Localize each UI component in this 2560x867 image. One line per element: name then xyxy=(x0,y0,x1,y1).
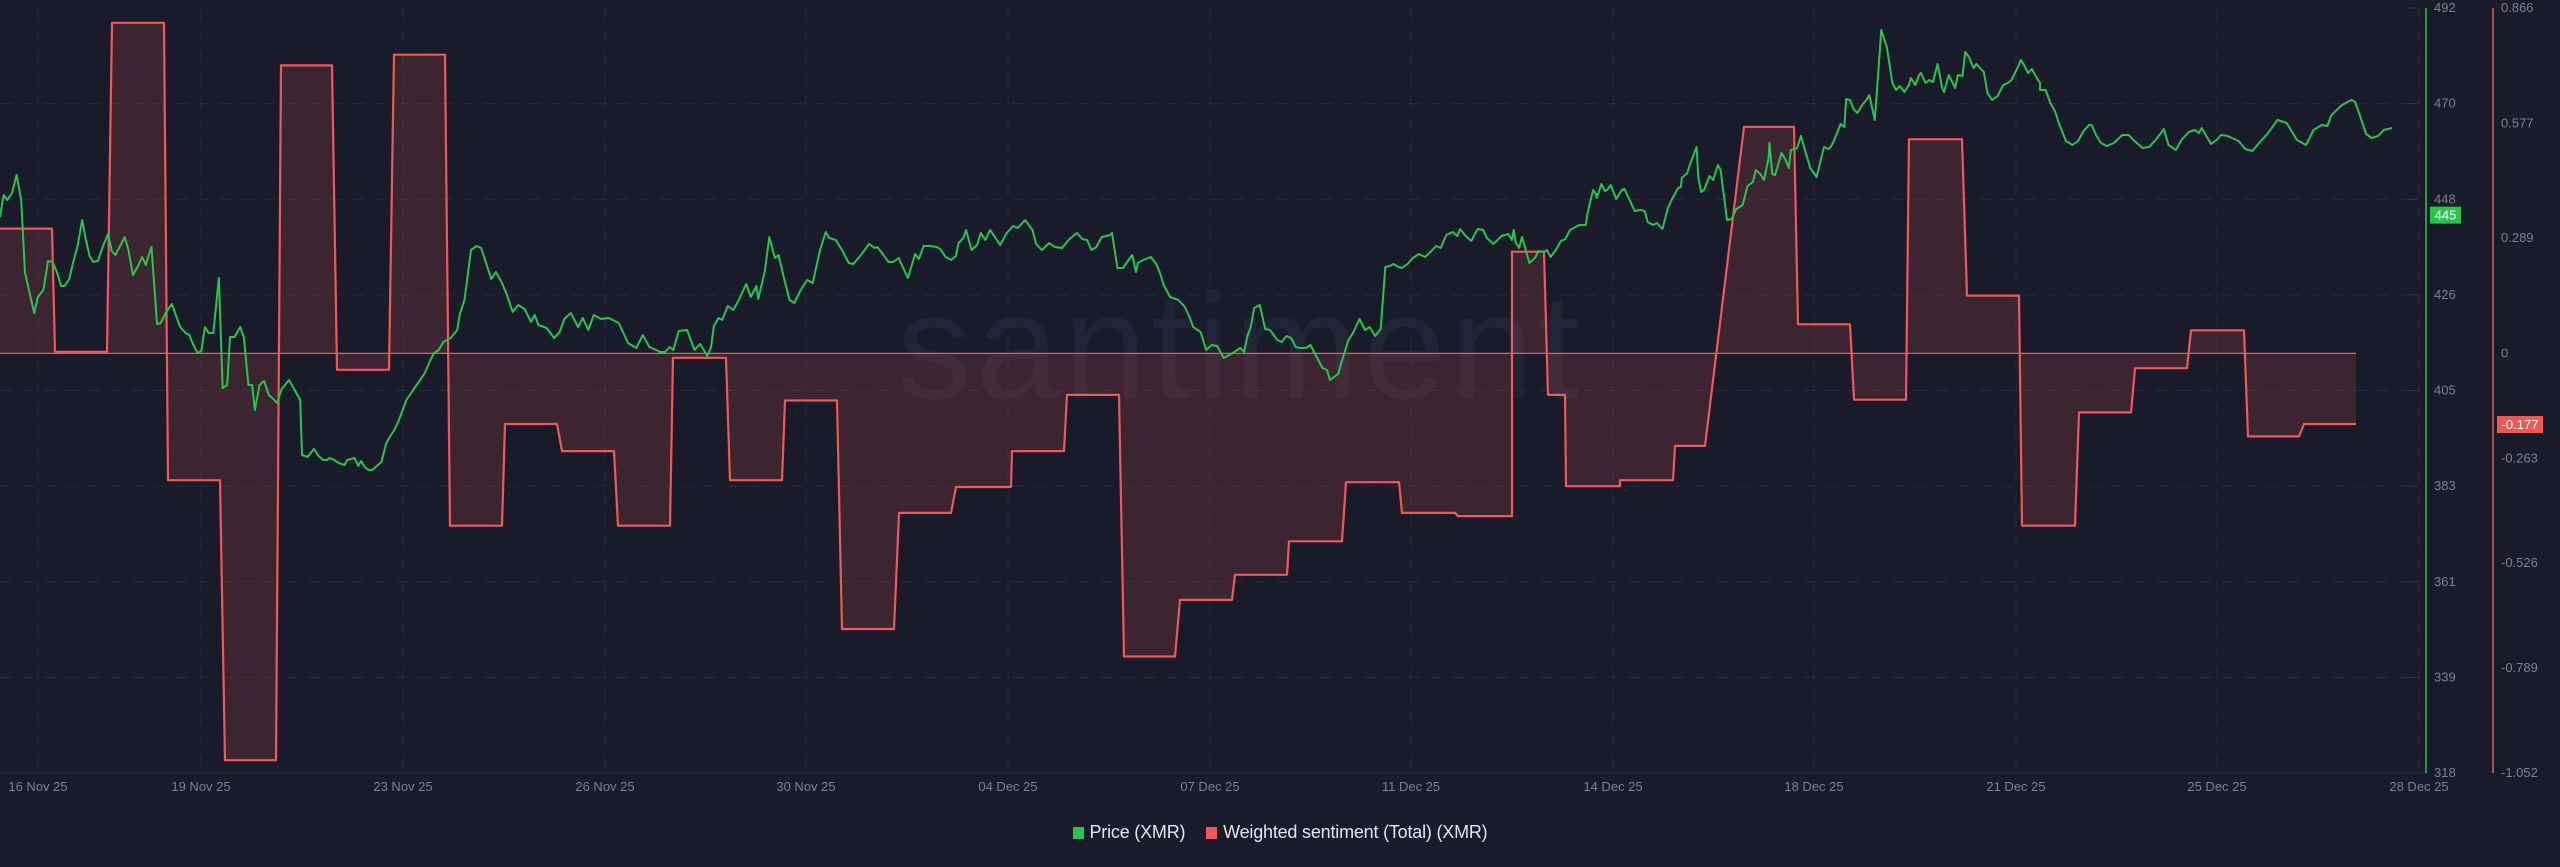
svg-text:361: 361 xyxy=(2434,574,2456,589)
svg-text:30 Nov 25: 30 Nov 25 xyxy=(776,779,835,794)
svg-text:426: 426 xyxy=(2434,287,2456,302)
legend-item-price[interactable]: Price (XMR) xyxy=(1072,822,1186,843)
svg-text:339: 339 xyxy=(2434,669,2456,684)
legend: Price (XMR) Weighted sentiment (Total) (… xyxy=(0,822,2560,844)
legend-item-sentiment[interactable]: Weighted sentiment (Total) (XMR) xyxy=(1206,822,1488,843)
watermark-logo: santiment xyxy=(897,262,1583,430)
svg-text:405: 405 xyxy=(2434,383,2456,398)
svg-text:04 Dec 25: 04 Dec 25 xyxy=(978,779,1037,794)
svg-text:445: 445 xyxy=(2435,208,2457,223)
svg-text:-0.789: -0.789 xyxy=(2501,660,2538,675)
svg-text:448: 448 xyxy=(2434,191,2456,206)
gridlines xyxy=(0,7,2420,774)
svg-text:-0.263: -0.263 xyxy=(2501,450,2538,465)
green-square-icon xyxy=(1072,826,1084,839)
svg-text:18 Dec 25: 18 Dec 25 xyxy=(1784,779,1843,794)
svg-text:470: 470 xyxy=(2434,96,2456,111)
price-series[interactable] xyxy=(0,29,2393,471)
legend-label-sentiment: Weighted sentiment (Total) (XMR) xyxy=(1223,822,1488,842)
svg-text:21 Dec 25: 21 Dec 25 xyxy=(1986,779,2045,794)
svg-text:0.866: 0.866 xyxy=(2501,0,2534,15)
svg-text:318: 318 xyxy=(2434,765,2456,780)
svg-text:16 Nov 25: 16 Nov 25 xyxy=(8,779,67,794)
svg-text:-0.526: -0.526 xyxy=(2501,555,2538,570)
svg-text:19 Nov 25: 19 Nov 25 xyxy=(171,779,230,794)
sentiment-axis: 0.866 0.577 0.289 0 -0.263 -0.526 -0.789 -1.052… xyxy=(2492,0,2543,780)
svg-text:-1.052: -1.052 xyxy=(2501,765,2538,780)
svg-text:0.577: 0.577 xyxy=(2501,115,2534,130)
svg-text:0: 0 xyxy=(2501,345,2508,360)
svg-text:383: 383 xyxy=(2434,478,2456,493)
legend-label-price: Price (XMR) xyxy=(1089,822,1186,842)
svg-text:-0.177: -0.177 xyxy=(2502,417,2539,432)
svg-text:26 Nov 25: 26 Nov 25 xyxy=(575,779,634,794)
svg-text:14 Dec 25: 14 Dec 25 xyxy=(1583,779,1642,794)
red-square-icon xyxy=(1206,826,1218,839)
sentiment-series[interactable] xyxy=(0,21,2356,762)
svg-text:492: 492 xyxy=(2434,0,2456,15)
svg-text:23 Nov 25: 23 Nov 25 xyxy=(373,779,432,794)
svg-text:07 Dec 25: 07 Dec 25 xyxy=(1180,779,1239,794)
x-axis: 16 Nov 25 19 Nov 25 23 Nov 25 26 Nov 25 30 N… xyxy=(8,779,2448,794)
svg-text:11 Dec 25: 11 Dec 25 xyxy=(1382,779,1440,794)
svg-text:28 Dec 25: 28 Dec 25 xyxy=(2389,779,2448,794)
svg-text:0.289: 0.289 xyxy=(2501,230,2534,245)
svg-text:25 Dec 25: 25 Dec 25 xyxy=(2187,779,2246,794)
price-axis: 492 470 448 426 405 383 361 339 318 445 xyxy=(2425,0,2461,780)
